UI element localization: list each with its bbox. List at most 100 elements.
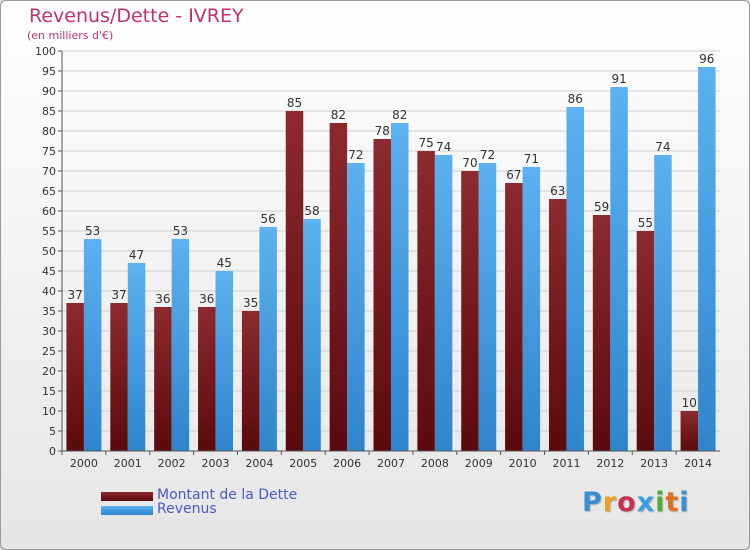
y-tick-label: 10 [42,405,56,418]
x-tick-label: 2011 [552,457,580,470]
legend-label-dette: Montant de la Dette [157,487,298,503]
bar-revenus-2010 [522,167,541,451]
logo-letter: r [602,487,618,518]
bar-revenus-2013 [654,155,672,451]
bar-revenus-2001 [127,263,146,451]
logo-letter: o [617,487,637,518]
data-label: 37 [111,288,126,302]
bar-revenus-2003 [215,271,234,451]
proxiti-logo: Proxiti [582,487,690,518]
data-label: 72 [480,148,495,162]
data-label: 45 [217,256,232,270]
data-label: 96 [699,52,714,66]
data-label: 37 [68,288,83,302]
y-tick-label: 85 [42,105,56,118]
y-tick-label: 15 [42,385,56,398]
logo-letter: x [636,487,656,518]
x-tick-label: 2009 [465,457,493,470]
bar-revenus-2009 [478,163,497,451]
y-tick-label: 25 [42,345,56,358]
y-tick-label: 20 [42,365,56,378]
bar-revenus-2002 [171,239,190,451]
bar-dette-2005 [285,111,304,451]
logo-letter: i [679,487,690,518]
data-label: 74 [655,140,670,154]
y-tick-label: 0 [49,445,56,458]
y-tick-label: 30 [42,325,56,338]
x-tick-label: 2013 [640,457,668,470]
bar-dette-2014 [680,411,699,451]
data-label: 85 [287,96,302,110]
y-tick-label: 60 [42,205,56,218]
bar-revenus-2007 [391,123,409,451]
y-tick-label: 50 [42,245,56,258]
y-tick-label: 100 [35,45,56,58]
data-label: 35 [243,296,258,310]
y-tick-label: 45 [42,265,56,278]
bar-revenus-2014 [698,67,716,451]
bar-dette-2012 [592,215,611,451]
bar-dette-2007 [373,139,391,451]
x-tick-label: 2010 [509,457,537,470]
data-label: 78 [375,124,390,138]
x-tick-label: 2006 [333,457,361,470]
bar-dette-2009 [461,171,479,451]
y-tick-label: 5 [49,425,56,438]
bar-revenus-2000 [83,239,102,451]
x-tick-label: 2000 [70,457,98,470]
data-label: 74 [436,140,451,154]
x-tick-label: 2001 [114,457,142,470]
bar-revenus-2012 [610,87,628,451]
legend-label-revenus: Revenus [157,501,217,517]
chart-title: Revenus/Dette - IVREY [29,5,244,27]
logo-letter: P [582,487,603,518]
data-label: 53 [173,224,188,238]
bar-dette-2006 [329,123,348,451]
data-label: 67 [506,168,521,182]
chart-subtitle: (en milliers d'€) [27,29,114,42]
data-label: 75 [418,136,433,150]
y-tick-label: 75 [42,145,56,158]
x-tick-label: 2003 [202,457,230,470]
bar-dette-2001 [110,303,128,451]
data-label: 36 [199,292,214,306]
data-label: 91 [611,72,626,86]
x-tick-label: 2012 [596,457,624,470]
y-tick-label: 90 [42,85,56,98]
logo-letter: i [655,487,666,518]
bar-revenus-2005 [303,219,321,451]
bar-dette-2011 [548,199,567,451]
legend-swatch-dette [101,492,153,501]
y-tick-label: 65 [42,185,56,198]
data-label: 63 [550,184,565,198]
x-tick-label: 2002 [158,457,186,470]
data-label: 10 [682,396,697,410]
bar-revenus-2011 [566,107,584,451]
data-label: 55 [638,216,653,230]
x-tick-label: 2005 [289,457,317,470]
bar-revenus-2006 [347,163,365,451]
bars [66,67,716,451]
axes: 0 5 10 15 20 25 30 35 40 45 50 55 60 65 70 75 80 85 90 95 10… [35,45,720,470]
bar-dette-2002 [154,307,172,451]
bar-dette-2004 [241,311,260,451]
legend-swatch-revenus [101,506,153,515]
logo-letter: t [665,487,680,518]
data-label: 70 [462,156,477,170]
data-label: 47 [129,248,144,262]
data-label: 58 [304,204,319,218]
data-label: 71 [524,152,539,166]
data-label: 53 [85,224,100,238]
data-label: 82 [331,108,346,122]
bar-dette-2003 [198,307,216,451]
x-tick-label: 2004 [245,457,273,470]
y-tick-label: 80 [42,125,56,138]
data-label: 36 [155,292,170,306]
bar-dette-2010 [505,183,523,451]
y-tick-label: 95 [42,65,56,78]
data-label: 82 [392,108,407,122]
x-tick-label: 2014 [684,457,712,470]
